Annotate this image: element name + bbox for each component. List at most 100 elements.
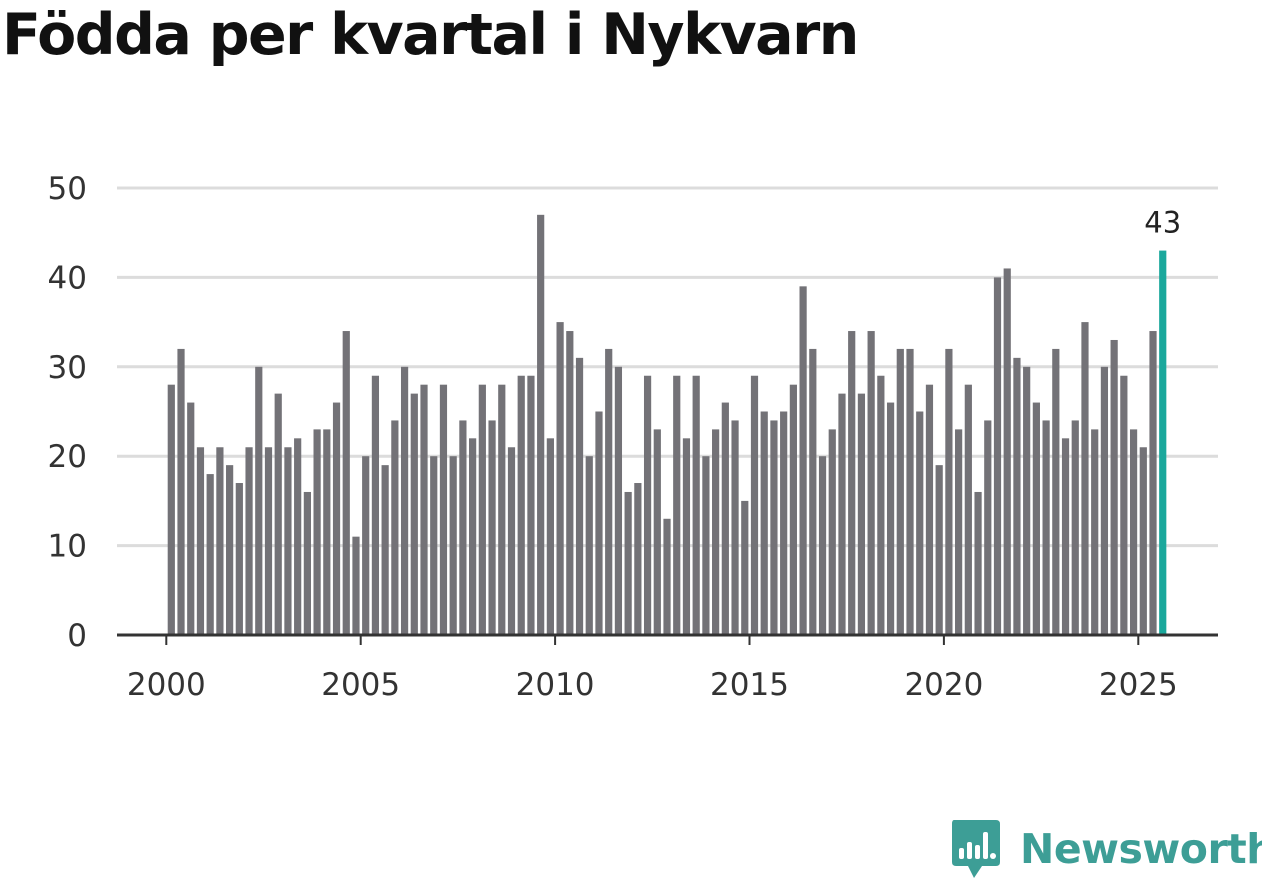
bar [653, 429, 661, 635]
bar [818, 456, 827, 635]
bar [507, 447, 516, 635]
bar [391, 420, 399, 635]
bar [488, 420, 496, 635]
bar [789, 384, 797, 635]
bar [1071, 420, 1079, 635]
tick-labels: 0 10 20 30 40 50 43 2000 2005 2010 2015 2020 2025 [48, 171, 1182, 703]
bar [575, 357, 584, 635]
bar [614, 366, 623, 635]
bar-highlight [1159, 250, 1167, 635]
bar [906, 348, 914, 635]
y-tick-label-50: 50 [48, 171, 87, 207]
bar [459, 420, 467, 635]
x-tick-label-2010: 2010 [516, 667, 595, 703]
bar [605, 348, 613, 635]
x-tick-label-2020: 2020 [904, 667, 983, 703]
bar [1110, 339, 1118, 635]
bar [430, 456, 438, 635]
bar [216, 447, 224, 635]
bar [634, 483, 642, 635]
highlight-data-label: 43 [1144, 206, 1181, 240]
bar [371, 375, 380, 635]
bar [527, 375, 535, 635]
bar [760, 411, 768, 635]
bar [274, 393, 282, 635]
bar [1149, 331, 1157, 635]
bar [857, 393, 866, 635]
bar [1061, 438, 1070, 635]
bar [916, 411, 924, 635]
bar [323, 429, 331, 635]
bar [546, 438, 554, 635]
bar [838, 393, 846, 635]
bar [741, 500, 749, 635]
bar [624, 491, 632, 635]
bar [702, 456, 710, 635]
bar [1032, 402, 1040, 635]
newsworthy-logo-icon [952, 820, 1000, 878]
bar [566, 331, 574, 635]
bar [896, 348, 904, 635]
bar [1120, 375, 1128, 635]
bar [643, 375, 652, 635]
brand-name: Newsworthy [1020, 825, 1262, 873]
bar [877, 375, 885, 635]
bar [469, 438, 477, 635]
bar [303, 491, 311, 635]
bar [974, 491, 982, 635]
bar [673, 375, 681, 635]
bar [187, 402, 195, 635]
bar [750, 375, 759, 635]
bar [925, 384, 934, 635]
bar [1091, 429, 1099, 635]
bar [935, 465, 943, 635]
bar [342, 331, 350, 635]
axes [117, 633, 1218, 645]
bar [886, 402, 895, 635]
bar [284, 447, 292, 635]
brand-logo: Newsworthy [950, 818, 1262, 880]
bar [1100, 366, 1109, 635]
bar [1023, 366, 1031, 635]
bar [478, 384, 486, 635]
bar [964, 384, 972, 635]
x-tick-label-2025: 2025 [1099, 667, 1178, 703]
bar [439, 384, 448, 635]
bar [984, 420, 992, 635]
bar [867, 331, 875, 635]
bar [332, 402, 341, 635]
bar [498, 384, 506, 635]
bar [770, 420, 778, 635]
chart-title: Födda per kvartal i Nykvarn [2, 2, 859, 68]
bar-series [167, 214, 1167, 635]
bar [362, 456, 370, 635]
bar [799, 286, 807, 635]
bar [177, 348, 185, 635]
bar [1129, 429, 1138, 635]
y-tick-label-40: 40 [48, 260, 87, 296]
bar [313, 429, 321, 635]
bar [955, 429, 963, 635]
bar [294, 438, 302, 635]
bar [1003, 268, 1011, 635]
bar [712, 429, 720, 635]
bar [828, 429, 836, 635]
x-tick-label-2015: 2015 [710, 667, 789, 703]
y-tick-label-30: 30 [48, 350, 87, 386]
bar [1042, 420, 1050, 635]
bar [721, 402, 729, 635]
bar [663, 518, 671, 635]
bar [993, 277, 1002, 635]
bar [381, 465, 389, 635]
bar [848, 331, 856, 635]
y-tick-label-0: 0 [67, 618, 87, 654]
bar [206, 474, 214, 635]
bar [420, 384, 428, 635]
bar [255, 366, 263, 635]
bar [731, 420, 739, 635]
bar [1139, 447, 1147, 635]
bar [682, 438, 691, 635]
bar [400, 366, 409, 635]
bar [780, 411, 788, 635]
